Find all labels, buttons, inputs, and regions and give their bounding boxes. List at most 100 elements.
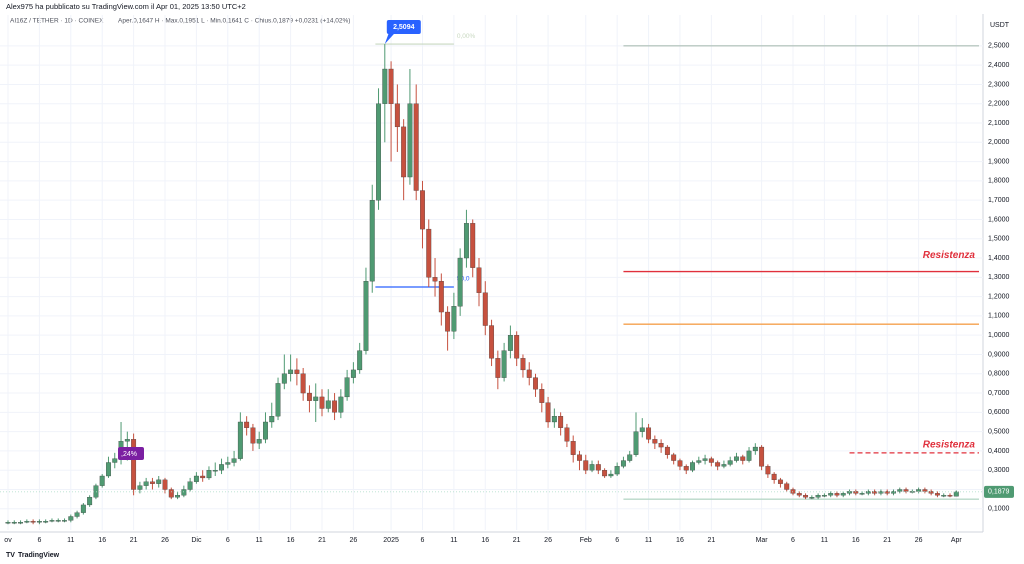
candle-body [143,481,149,486]
last-price-box [984,485,1014,498]
candle-body [539,389,545,403]
candle-body [740,456,746,461]
candle-body [784,483,790,490]
candle-body [526,369,532,378]
candle-body [702,458,708,461]
y-tick-label: 0,8000 [988,371,1010,378]
y-tick-label: 1,4000 [988,255,1010,262]
candle-body [821,495,827,497]
candle-body [413,103,419,191]
candle-body [489,325,495,359]
candle-body [319,396,325,409]
x-tick-label: 11 [821,537,828,544]
candle-body [237,421,243,459]
candle-body [620,460,626,467]
candle-body [564,427,570,442]
candle-body [451,306,457,332]
x-tick-label: 16 [287,537,295,544]
y-tick-label: 0,5000 [988,428,1010,435]
candle-body [671,454,677,461]
x-tick-label: 11 [645,537,652,544]
candle-body [633,431,639,455]
candle-body [664,446,670,455]
x-tick-label: 6 [421,537,425,544]
y-tick-label: 0,1000 [988,506,1010,513]
candle-body [683,466,689,471]
candle-body [727,460,733,465]
candle-body [80,504,86,513]
candle-body [872,491,878,494]
x-tick-label: 26 [161,537,169,544]
candle-body [941,495,947,497]
note-label: ,24% [121,451,137,458]
peak-callout-label: 2,5094 [393,24,415,31]
peak-callout-box [386,20,421,35]
y-tick-label: 0,7000 [988,390,1010,397]
y-tick-label: 2,3000 [988,81,1010,88]
candle-body [897,489,903,492]
candle-body [922,489,928,492]
candles [5,44,959,525]
candle-body [457,257,463,307]
candle-body [891,491,896,494]
candle-body [878,491,884,494]
x-tick-label: 26 [350,537,358,544]
candle-body [294,369,300,374]
candle-body [865,491,871,494]
candle-body [627,454,633,461]
candle-body [99,475,105,486]
y-tick-label: 2,0000 [988,139,1010,146]
level-label: Resistenza [923,250,976,261]
candle-body [545,402,551,423]
candle-body [382,68,388,104]
brand: TradingView [18,552,60,559]
candle-body [916,489,922,492]
candle-body [18,522,24,524]
candle-body [200,475,206,479]
candle-body [49,520,55,522]
candle-body [137,485,143,490]
y-tick-label: 2,2000 [988,101,1010,108]
candle-body [275,383,281,417]
candle-body [332,400,338,413]
candle-body [934,493,940,496]
y-tick-label: 0,9000 [988,351,1010,358]
x-tick-label: ov [4,537,12,544]
candle-body [93,485,99,498]
candle-body [376,103,381,201]
candle-body [803,495,809,498]
x-tick-label: 16 [852,537,860,544]
candle-body [68,516,74,521]
candle-body [11,522,17,524]
candle-body [407,103,413,178]
candle-body [595,464,601,471]
candle-body [55,520,61,522]
candle-body [570,441,576,455]
candle-body [859,493,865,495]
candle-body [853,491,859,494]
candle-body [438,281,444,313]
candle-body [313,396,319,401]
candle-body [752,446,758,452]
candle-body [5,522,11,524]
candle-body [168,489,174,498]
candle-body [470,223,476,268]
candle-body [175,495,181,498]
candle-body [840,493,846,496]
candle-body [363,281,369,351]
y-tick-label: 1,0000 [988,332,1010,339]
y-tick-label: 0,6000 [988,409,1010,416]
candle-body [608,473,614,477]
candle-body [187,481,193,490]
candle-body [765,466,771,475]
candle-body [759,446,765,467]
fib-label: 50,0 [457,276,470,283]
x-tick-label: 6 [226,537,230,544]
candle-body [482,292,488,326]
y-tick-label: 2,1000 [988,120,1010,127]
x-tick-label: 6 [37,537,41,544]
x-tick-label: Apr [951,537,963,544]
candle-body [250,427,256,444]
candle-body [947,495,953,497]
